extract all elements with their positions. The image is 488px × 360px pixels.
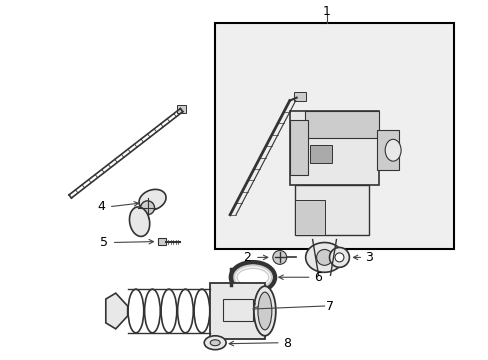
Bar xyxy=(294,200,324,235)
Bar xyxy=(309,145,331,163)
Polygon shape xyxy=(105,293,127,329)
Ellipse shape xyxy=(334,253,343,262)
Text: 7: 7 xyxy=(325,300,333,312)
Text: 8: 8 xyxy=(282,337,290,350)
Bar xyxy=(158,238,166,246)
Ellipse shape xyxy=(257,292,271,330)
Bar xyxy=(376,130,398,170)
Ellipse shape xyxy=(204,336,225,350)
Text: 4: 4 xyxy=(97,200,104,213)
Ellipse shape xyxy=(253,286,275,336)
Ellipse shape xyxy=(272,251,286,264)
Circle shape xyxy=(141,201,154,215)
Bar xyxy=(289,111,379,185)
Text: 3: 3 xyxy=(365,251,372,264)
Ellipse shape xyxy=(385,139,400,161)
Bar xyxy=(177,105,186,113)
Bar xyxy=(293,92,305,100)
Bar xyxy=(304,111,379,138)
Bar xyxy=(215,23,453,249)
Bar xyxy=(294,185,368,235)
Bar xyxy=(210,283,264,339)
Ellipse shape xyxy=(305,243,343,272)
Ellipse shape xyxy=(210,340,220,346)
Bar xyxy=(289,121,307,175)
Ellipse shape xyxy=(129,207,149,237)
Ellipse shape xyxy=(139,189,166,210)
Ellipse shape xyxy=(329,247,349,267)
Text: 5: 5 xyxy=(100,236,107,249)
Circle shape xyxy=(316,249,332,265)
Bar xyxy=(223,299,252,321)
Text: 1: 1 xyxy=(322,5,330,18)
Ellipse shape xyxy=(231,262,274,292)
Text: 6: 6 xyxy=(313,271,321,284)
Text: 2: 2 xyxy=(243,251,250,264)
